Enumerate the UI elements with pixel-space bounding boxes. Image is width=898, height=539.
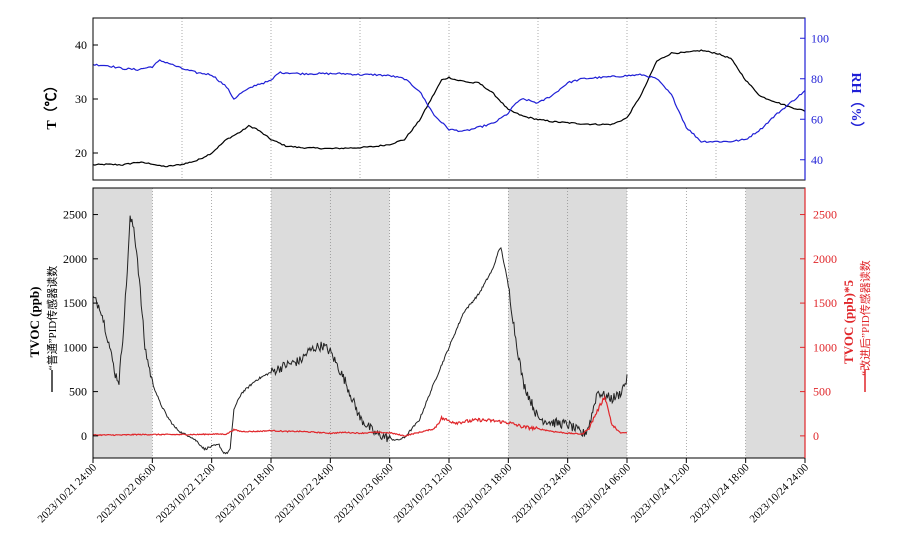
bottom-right-tick-label: 1500 <box>813 296 837 310</box>
bottom-left-tick-label: 2500 <box>63 208 87 222</box>
x-tick-label: 2023/10/22 12:00 <box>154 461 218 525</box>
top-right-tick-label: 60 <box>811 112 823 126</box>
bottom-right-legend-text: “改进后”PID传感器读数 <box>858 260 872 376</box>
x-tick-label: 2023/10/23 18:00 <box>451 461 515 525</box>
bottom-left-tick-label: 500 <box>69 385 87 399</box>
x-tick-label: 2023/10/22 18:00 <box>214 461 278 525</box>
x-tick-label: 2023/10/23 06:00 <box>332 461 396 525</box>
bottom-left-legend-text: “普通”PID传感器读数 <box>45 266 59 371</box>
x-tick-label: 2023/10/24 12:00 <box>629 461 693 525</box>
bottom-right-tick-label: 1000 <box>813 340 837 354</box>
top-left-tick-label: 20 <box>75 146 87 160</box>
top-left-tick-label: 30 <box>75 92 87 106</box>
bottom-left-tick-label: 1500 <box>63 296 87 310</box>
top-left-tick-label: 40 <box>75 38 87 52</box>
bottom-panel: 0 500 1000 1500 2000 2500 0 500 1000 1500 2000 2500… <box>36 187 837 525</box>
x-tick-label: 2023/10/22 24:00 <box>273 461 337 525</box>
bottom-right-tick-label: 2000 <box>813 252 837 266</box>
x-tick-label: 2023/10/22 06:00 <box>95 461 159 525</box>
top-right-tick-label: 100 <box>811 31 829 45</box>
bottom-left-axis-label: TVOC (ppb) <box>27 287 42 358</box>
top-panel: 20 30 40 40 60 80 100 <box>75 17 829 181</box>
x-tick-label: 2023/10/23 24:00 <box>510 461 574 525</box>
temperature-line <box>92 49 806 168</box>
tvoc-ordinary-line <box>92 215 628 455</box>
x-tick-label: 2023/10/24 18:00 <box>688 461 752 525</box>
x-tick-label: 2023/10/24 06:00 <box>570 461 634 525</box>
bottom-right-tick-label: 2500 <box>813 208 837 222</box>
night-shade <box>745 188 805 458</box>
x-tick-label: 2023/10/23 12:00 <box>392 461 456 525</box>
bottom-right-tick-label: 500 <box>813 385 831 399</box>
x-tick-label: 2023/10/24 24:00 <box>748 461 812 525</box>
top-left-axis-label: T（℃） <box>44 78 60 129</box>
bottom-left-tick-label: 0 <box>81 429 87 443</box>
top-right-axis-label: RH（%） <box>848 73 864 136</box>
bottom-left-tick-label: 1000 <box>63 340 87 354</box>
humidity-line <box>92 59 806 144</box>
x-tick-label: 2023/10/21 24:00 <box>36 461 100 525</box>
bottom-left-tick-label: 2000 <box>63 252 87 266</box>
bottom-right-axis-label: TVOC (ppb)*5 <box>841 280 856 364</box>
top-right-tick-label: 80 <box>811 72 823 86</box>
tvoc-improved-line <box>92 394 628 437</box>
top-right-tick-label: 40 <box>811 153 823 167</box>
bottom-right-tick-label: 0 <box>813 429 819 443</box>
